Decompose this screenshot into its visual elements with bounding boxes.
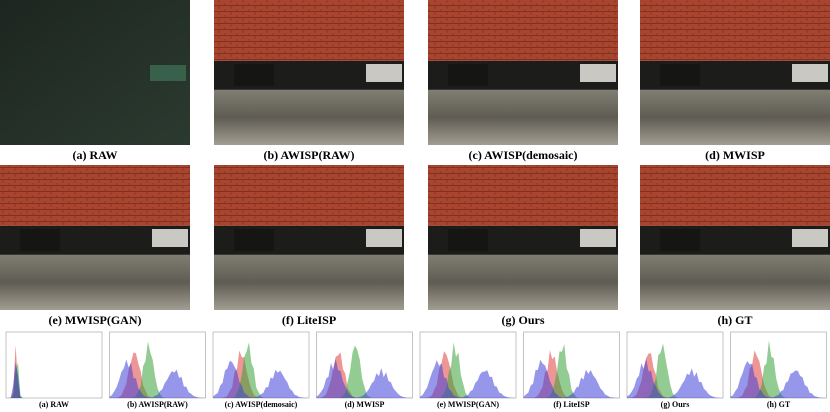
hist-area bbox=[316, 368, 413, 398]
histogram-caption: (f) LiteISP bbox=[553, 400, 589, 409]
panel-caption: (f) LiteISP bbox=[282, 313, 336, 327]
bricks bbox=[640, 165, 830, 226]
photo bbox=[640, 0, 830, 145]
photo bbox=[640, 165, 830, 310]
wall bbox=[640, 254, 830, 310]
photo bbox=[0, 165, 190, 310]
histogram-caption: (c) AWISP(demosaic) bbox=[225, 400, 298, 409]
hist-area bbox=[6, 362, 102, 398]
window bbox=[234, 64, 274, 86]
histogram-caption: (a) RAW bbox=[39, 400, 69, 409]
hist-area bbox=[523, 359, 620, 398]
histogram bbox=[316, 331, 413, 399]
window bbox=[448, 229, 488, 251]
sign bbox=[152, 229, 188, 247]
bricks bbox=[428, 0, 618, 61]
photo bbox=[0, 0, 190, 145]
sign-glow bbox=[150, 65, 186, 81]
hist-area bbox=[627, 368, 723, 398]
photo bbox=[214, 165, 404, 310]
photo bbox=[428, 0, 618, 145]
histogram-caption: (e) MWISP(GAN) bbox=[437, 400, 499, 409]
hist-frame bbox=[5, 331, 103, 399]
hist-area bbox=[213, 369, 309, 398]
panel-caption: (g) Ours bbox=[502, 313, 545, 327]
histogram-caption: (b) AWISP(RAW) bbox=[127, 400, 188, 409]
histogram-caption: (g) Ours bbox=[661, 400, 690, 409]
histogram bbox=[626, 331, 724, 399]
hist-area bbox=[523, 369, 620, 398]
hist-area bbox=[730, 370, 827, 398]
window bbox=[20, 229, 60, 251]
photo bbox=[428, 165, 618, 310]
histogram bbox=[5, 331, 103, 399]
sign bbox=[580, 229, 616, 247]
histogram-caption: (d) MWISP bbox=[345, 400, 385, 409]
histogram bbox=[109, 331, 206, 399]
wall bbox=[214, 89, 404, 145]
window bbox=[234, 229, 274, 251]
bricks bbox=[0, 165, 190, 226]
histogram-caption: (h) GT bbox=[767, 400, 791, 409]
wall bbox=[640, 89, 830, 145]
hist-area bbox=[213, 360, 309, 398]
hist-area bbox=[6, 362, 102, 398]
panel-caption: (h) GT bbox=[717, 313, 752, 327]
wall bbox=[428, 89, 618, 145]
wall bbox=[0, 254, 190, 310]
panel-caption: (b) AWISP(RAW) bbox=[263, 148, 354, 162]
bricks bbox=[640, 0, 830, 61]
sign bbox=[580, 64, 616, 82]
wall bbox=[428, 254, 618, 310]
window bbox=[448, 64, 488, 86]
bricks bbox=[214, 0, 404, 61]
hist-area bbox=[420, 370, 516, 398]
hist-area bbox=[316, 345, 413, 398]
window bbox=[660, 64, 700, 86]
histogram bbox=[730, 331, 827, 399]
hist-area bbox=[420, 360, 516, 398]
hist-area bbox=[316, 358, 413, 398]
hist-area bbox=[6, 345, 102, 398]
panel-caption: (e) MWISP(GAN) bbox=[49, 313, 142, 327]
hist-area bbox=[109, 359, 206, 398]
bricks bbox=[214, 165, 404, 226]
hist-area bbox=[109, 369, 206, 398]
wall bbox=[214, 254, 404, 310]
sign bbox=[366, 64, 402, 82]
sign bbox=[366, 229, 402, 247]
panel-caption: (a) RAW bbox=[73, 148, 118, 162]
window bbox=[660, 229, 700, 251]
panel-caption: (c) AWISP(demosaic) bbox=[469, 148, 578, 162]
panel-caption: (d) MWISP bbox=[705, 148, 765, 162]
bricks bbox=[428, 165, 618, 226]
histogram bbox=[212, 331, 310, 399]
photo bbox=[214, 0, 404, 145]
sign bbox=[792, 64, 828, 82]
hist-area bbox=[627, 358, 723, 398]
histogram bbox=[523, 331, 620, 399]
histogram bbox=[419, 331, 517, 399]
sign bbox=[792, 229, 828, 247]
hist-area bbox=[730, 361, 827, 398]
